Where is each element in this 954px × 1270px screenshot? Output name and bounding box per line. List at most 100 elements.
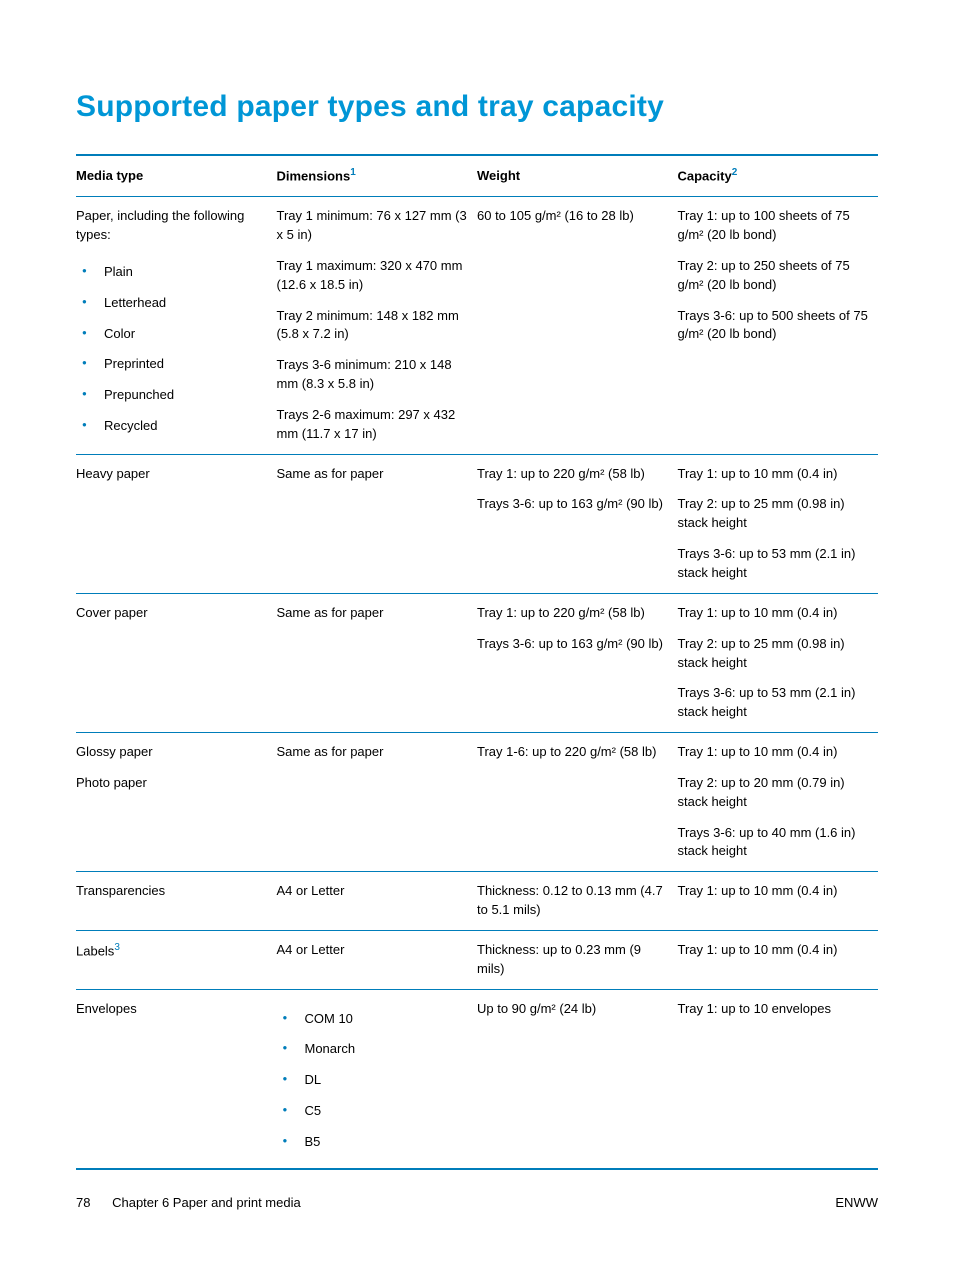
media-line: Glossy paper [76,743,271,762]
cap-line: Tray 1: up to 10 mm (0.4 in) [678,604,873,623]
weight-line: Tray 1: up to 220 g/m² (58 lb) [477,465,672,484]
document-page: Supported paper types and tray capacity … [0,0,954,1270]
cell-media: Paper, including the following types: Pl… [76,197,277,454]
footnote-marker: 2 [732,167,738,178]
dim-line: Same as for paper [277,743,472,762]
page-footer: 78 Chapter 6 Paper and print media ENWW [76,1195,878,1210]
table-row-heavy: Heavy paper Same as for paper Tray 1: up… [76,454,878,593]
dim-line: Tray 1 minimum: 76 x 127 mm (3 x 5 in) [277,207,472,245]
cell-media: Cover paper [76,593,277,732]
list-item: Plain [76,257,271,288]
cell-capacity: Tray 1: up to 10 mm (0.4 in) Tray 2: up … [678,593,879,732]
paper-spec-table: Media type Dimensions1 Weight Capacity2 … [76,154,878,1170]
cap-line: Tray 2: up to 25 mm (0.98 in) stack heig… [678,495,873,533]
cell-capacity: Tray 1: up to 10 mm (0.4 in) Tray 2: up … [678,454,879,593]
col-header-capacity: Capacity2 [678,155,879,197]
dim-line: Tray 2 minimum: 148 x 182 mm (5.8 x 7.2 … [277,307,472,345]
weight-line: Tray 1-6: up to 220 g/m² (58 lb) [477,743,672,762]
cell-dimensions: Same as for paper [277,454,478,593]
table-row-cover: Cover paper Same as for paper Tray 1: up… [76,593,878,732]
cell-dimensions: Same as for paper [277,733,478,872]
dim-line: Trays 2-6 maximum: 297 x 432 mm (11.7 x … [277,406,472,444]
cell-weight: Tray 1: up to 220 g/m² (58 lb) Trays 3-6… [477,593,678,732]
media-line: Photo paper [76,774,271,793]
header-text: Weight [477,168,520,183]
weight-line: Thickness: 0.12 to 0.13 mm (4.7 to 5.1 m… [477,882,672,920]
page-number: 78 [76,1195,90,1210]
list-item: C5 [277,1096,472,1127]
cap-line: Tray 1: up to 100 sheets of 75 g/m² (20 … [678,207,873,245]
cell-media: Heavy paper [76,454,277,593]
dim-line: A4 or Letter [277,941,472,960]
dim-line: Tray 1 maximum: 320 x 470 mm (12.6 x 18.… [277,257,472,295]
cell-capacity: Tray 1: up to 10 mm (0.4 in) Tray 2: up … [678,733,879,872]
weight-line: Trays 3-6: up to 163 g/m² (90 lb) [477,635,672,654]
table-row-envelopes: Envelopes COM 10 Monarch DL C5 B5 Up to … [76,989,878,1169]
header-text: Capacity [678,168,732,183]
cell-weight: Thickness: up to 0.23 mm (9 mils) [477,930,678,989]
cell-dimensions: A4 or Letter [277,930,478,989]
table-row-glossy-photo: Glossy paper Photo paper Same as for pap… [76,733,878,872]
col-header-dimensions: Dimensions1 [277,155,478,197]
header-text: Dimensions [277,168,351,183]
cell-weight: Tray 1-6: up to 220 g/m² (58 lb) [477,733,678,872]
footnote-marker: 1 [350,167,356,178]
cap-line: Tray 1: up to 10 mm (0.4 in) [678,882,873,901]
cell-capacity: Tray 1: up to 10 mm (0.4 in) [678,872,879,931]
table-row-labels: Labels3 A4 or Letter Thickness: up to 0.… [76,930,878,989]
table-header-row: Media type Dimensions1 Weight Capacity2 [76,155,878,197]
cap-line: Tray 2: up to 20 mm (0.79 in) stack heig… [678,774,873,812]
cap-line: Trays 3-6: up to 40 mm (1.6 in) stack he… [678,824,873,862]
cell-capacity: Tray 1: up to 100 sheets of 75 g/m² (20 … [678,197,879,454]
dim-line: A4 or Letter [277,882,472,901]
header-text: Media type [76,168,143,183]
cell-capacity: Tray 1: up to 10 envelopes [678,989,879,1169]
cap-line: Tray 1: up to 10 envelopes [678,1000,873,1019]
weight-line: Up to 90 g/m² (24 lb) [477,1000,672,1019]
cell-weight: Up to 90 g/m² (24 lb) [477,989,678,1169]
cell-media: Transparencies [76,872,277,931]
table-row-paper: Paper, including the following types: Pl… [76,197,878,454]
chapter-label: Chapter 6 Paper and print media [112,1195,301,1210]
cap-line: Tray 1: up to 10 mm (0.4 in) [678,743,873,762]
cell-dimensions: A4 or Letter [277,872,478,931]
cell-weight: Tray 1: up to 220 g/m² (58 lb) Trays 3-6… [477,454,678,593]
cap-line: Tray 2: up to 250 sheets of 75 g/m² (20 … [678,257,873,295]
dim-line: Trays 3-6 minimum: 210 x 148 mm (8.3 x 5… [277,356,472,394]
list-item: Recycled [76,411,271,442]
media-intro: Paper, including the following types: [76,207,271,245]
dim-line: Same as for paper [277,465,472,484]
dim-line: Same as for paper [277,604,472,623]
cap-line: Tray 2: up to 25 mm (0.98 in) stack heig… [678,635,873,673]
cap-line: Trays 3-6: up to 53 mm (2.1 in) stack he… [678,684,873,722]
table-row-transparencies: Transparencies A4 or Letter Thickness: 0… [76,872,878,931]
cap-line: Tray 1: up to 10 mm (0.4 in) [678,465,873,484]
cap-line: Trays 3-6: up to 53 mm (2.1 in) stack he… [678,545,873,583]
col-header-media: Media type [76,155,277,197]
cell-media: Glossy paper Photo paper [76,733,277,872]
list-item: DL [277,1065,472,1096]
list-item: Prepunched [76,380,271,411]
cell-dimensions: COM 10 Monarch DL C5 B5 [277,989,478,1169]
footnote-marker: 3 [114,942,120,953]
list-item: Monarch [277,1034,472,1065]
list-item: Letterhead [76,288,271,319]
cell-capacity: Tray 1: up to 10 mm (0.4 in) [678,930,879,989]
cell-dimensions: Same as for paper [277,593,478,732]
weight-line: 60 to 105 g/m² (16 to 28 lb) [477,207,672,226]
list-item: COM 10 [277,1004,472,1035]
cell-dimensions: Tray 1 minimum: 76 x 127 mm (3 x 5 in) T… [277,197,478,454]
page-title: Supported paper types and tray capacity [76,90,878,124]
cap-line: Trays 3-6: up to 500 sheets of 75 g/m² (… [678,307,873,345]
cell-media: Envelopes [76,989,277,1169]
envelope-list: COM 10 Monarch DL C5 B5 [277,1004,472,1158]
media-text: Labels [76,943,114,958]
cell-weight: 60 to 105 g/m² (16 to 28 lb) [477,197,678,454]
list-item: Color [76,319,271,350]
cap-line: Tray 1: up to 10 mm (0.4 in) [678,941,873,960]
media-list: Plain Letterhead Color Preprinted Prepun… [76,257,271,442]
list-item: B5 [277,1127,472,1158]
footer-left: 78 Chapter 6 Paper and print media [76,1195,301,1210]
weight-line: Trays 3-6: up to 163 g/m² (90 lb) [477,495,672,514]
weight-line: Thickness: up to 0.23 mm (9 mils) [477,941,672,979]
